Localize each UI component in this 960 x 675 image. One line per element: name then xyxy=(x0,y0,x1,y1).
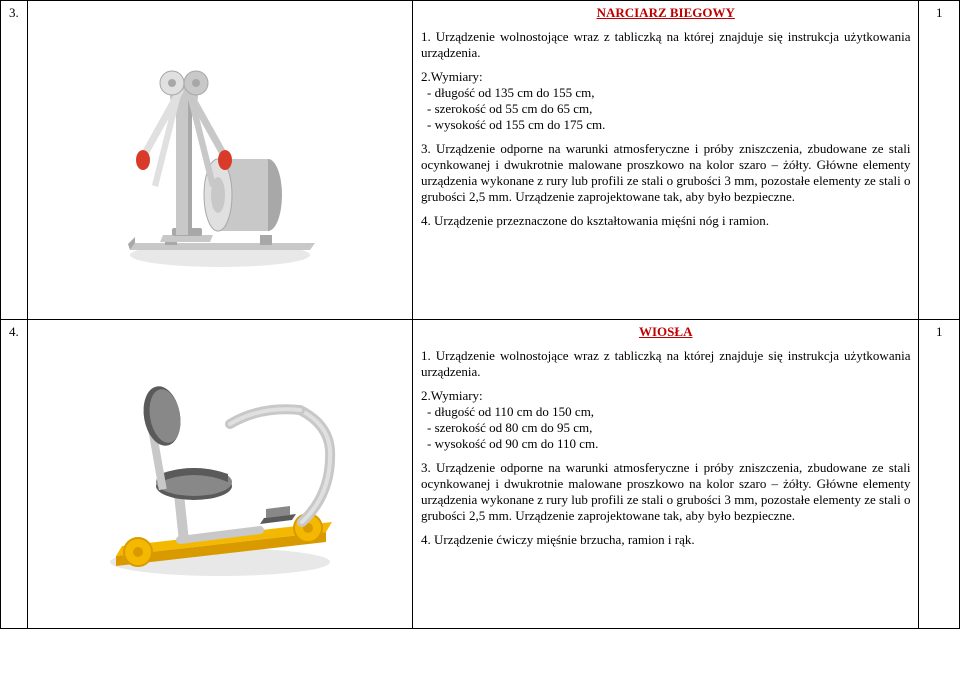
desc-p1: 1. Urządzenie wolnostojące wraz z tablic… xyxy=(421,29,910,61)
dim-height: - wysokość od 155 cm do 175 cm. xyxy=(421,117,910,133)
dim-head: 2.Wymiary: xyxy=(421,69,483,84)
equipment-title: WIOSŁA xyxy=(421,324,910,340)
desc-p3: 3. Urządzenie odporne na warunki atmosfe… xyxy=(421,141,910,205)
quantity-cell: 1 xyxy=(919,320,960,629)
dimensions-block: 2.Wymiary: - długość od 110 cm do 150 cm… xyxy=(421,388,910,452)
quantity-cell: 1 xyxy=(919,1,960,320)
dim-length: - długość od 110 cm do 150 cm, xyxy=(421,404,910,420)
ski-machine-illustration xyxy=(36,5,404,315)
equipment-image-cell xyxy=(28,1,413,320)
dim-head: 2.Wymiary: xyxy=(421,388,483,403)
row-number: 3. xyxy=(1,1,28,320)
dim-height: - wysokość od 90 cm do 110 cm. xyxy=(421,436,910,452)
description-cell: WIOSŁA 1. Urządzenie wolnostojące wraz z… xyxy=(413,320,919,629)
spec-table: 3. xyxy=(0,0,960,629)
desc-p1: 1. Urządzenie wolnostojące wraz z tablic… xyxy=(421,348,910,380)
description-cell: NARCIARZ BIEGOWY 1. Urządzenie wolnostoj… xyxy=(413,1,919,320)
dimensions-block: 2.Wymiary: - długość od 135 cm do 155 cm… xyxy=(421,69,910,133)
desc-p3: 3. Urządzenie odporne na warunki atmosfe… xyxy=(421,460,910,524)
row-number: 4. xyxy=(1,320,28,629)
desc-p4: 4. Urządzenie ćwiczy mięśnie brzucha, ra… xyxy=(421,532,910,548)
desc-p4: 4. Urządzenie przeznaczone do kształtowa… xyxy=(421,213,910,229)
dim-width: - szerokość od 80 cm do 95 cm, xyxy=(421,420,910,436)
dim-length: - długość od 135 cm do 155 cm, xyxy=(421,85,910,101)
rowing-machine-illustration xyxy=(36,324,404,624)
table-row: 3. xyxy=(1,1,960,320)
equipment-title: NARCIARZ BIEGOWY xyxy=(421,5,910,21)
table-row: 4. xyxy=(1,320,960,629)
dim-width: - szerokość od 55 cm do 65 cm, xyxy=(421,101,910,117)
equipment-image-cell xyxy=(28,320,413,629)
